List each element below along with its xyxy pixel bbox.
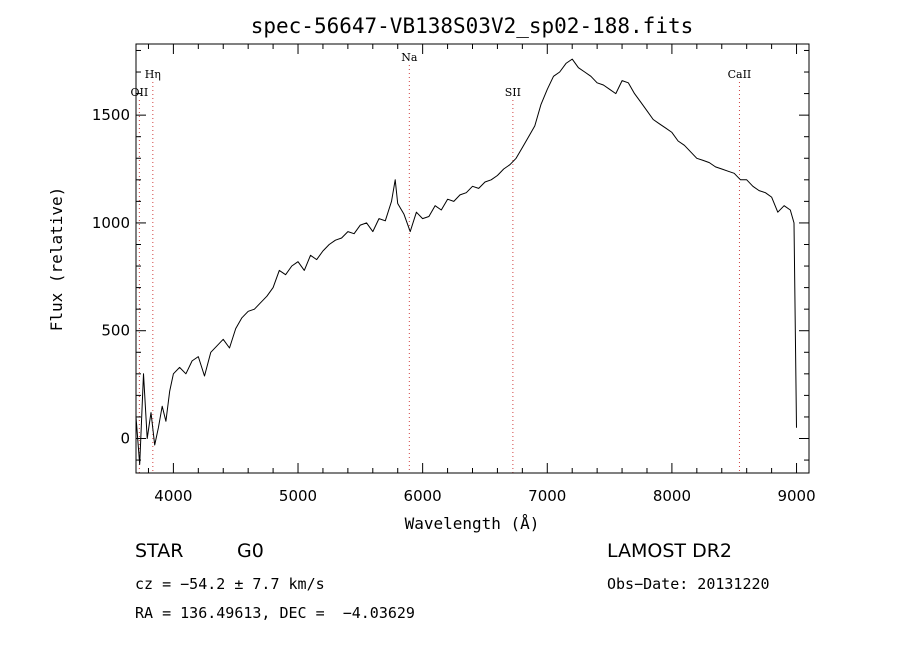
y-tick-label: 500 <box>101 322 130 340</box>
x-tick-label: 9000 <box>777 487 815 505</box>
line-marker-label: Hη <box>145 68 161 81</box>
y-axis-ticks: 0 500 1000 1500 <box>92 49 809 461</box>
chart-title: spec-56647-VB138S03V2_sp02-188.fits <box>251 14 694 38</box>
plot-frame <box>135 43 810 474</box>
x-tick-label: 7000 <box>528 487 566 505</box>
x-tick-label: 4000 <box>154 487 192 505</box>
y-axis-label: Flux (relative) <box>47 187 66 332</box>
spectrum-line <box>135 58 797 465</box>
obs-date-text: Obs−Date: 20131220 <box>607 575 770 593</box>
object-subclass: G0 <box>237 540 264 562</box>
x-axis-ticks: 4000 5000 6000 7000 8000 9000 <box>147 44 816 505</box>
survey-name: LAMOST DR2 <box>607 540 732 562</box>
x-tick-label: 5000 <box>279 487 317 505</box>
line-markers: OII Hη Na SII CaII <box>131 51 752 473</box>
y-tick-label: 1500 <box>92 106 130 124</box>
y-tick-label: 1000 <box>92 214 130 232</box>
line-marker-label: Na <box>401 51 418 64</box>
x-tick-label: 6000 <box>404 487 442 505</box>
line-marker-label: SII <box>505 86 521 99</box>
line-marker-label: OII <box>131 86 149 99</box>
x-tick-label: 8000 <box>653 487 691 505</box>
line-marker-label: CaII <box>728 68 752 81</box>
coords-text: RA = 136.49613, DEC = −4.03629 <box>135 604 415 622</box>
object-class: STAR <box>135 540 184 562</box>
y-tick-label: 0 <box>120 430 130 448</box>
redshift-text: cz = −54.2 ± 7.7 km/s <box>135 575 325 593</box>
series-group <box>135 58 797 465</box>
x-axis-label: Wavelength (Å) <box>405 514 540 533</box>
